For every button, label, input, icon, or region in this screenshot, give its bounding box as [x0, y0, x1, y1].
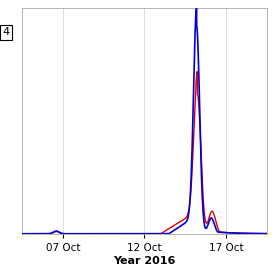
Text: 4: 4: [2, 27, 10, 37]
X-axis label: Year 2016: Year 2016: [113, 255, 175, 266]
